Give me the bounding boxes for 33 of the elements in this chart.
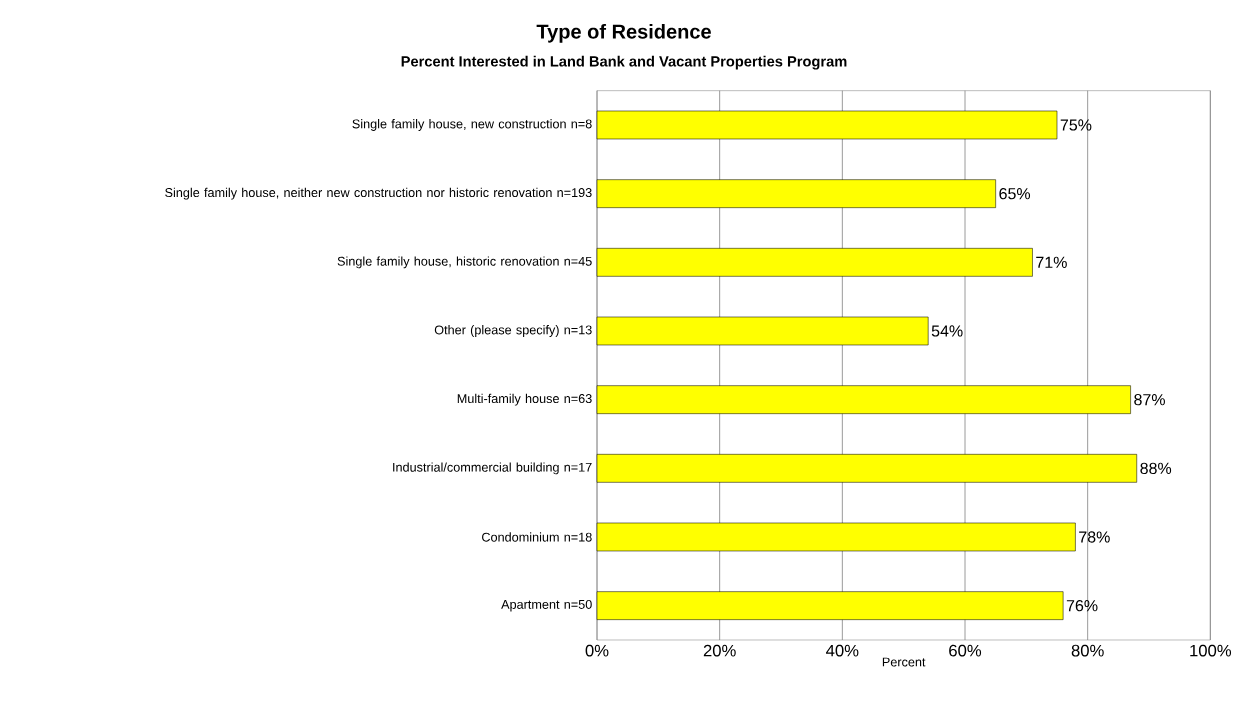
bar — [596, 179, 996, 208]
chart-subtitle: Percent Interested in Land Bank and Vacant Properties Program — [401, 55, 847, 70]
x-tick-label: 40% — [826, 644, 859, 657]
y-tick-label: Apartment n=50 — [501, 599, 592, 612]
x-tick-label: 100% — [1190, 644, 1232, 657]
y-tick-label: Multi-family house n=63 — [457, 393, 592, 406]
bar — [596, 385, 1131, 414]
chart-title: Type of Residence — [536, 24, 711, 43]
y-tick-label: Other (please specify) n=13 — [434, 325, 592, 337]
bar — [596, 316, 929, 346]
x-axis-title: Percent — [882, 657, 926, 667]
bar — [596, 454, 1138, 483]
bar — [596, 522, 1076, 552]
data-label: 78% — [1079, 531, 1110, 543]
x-tick-label: 20% — [703, 644, 736, 657]
data-label: 54% — [931, 325, 963, 337]
y-tick-label: Single family house, historic renovation n=45 — [337, 256, 592, 269]
bar — [596, 591, 1064, 620]
bar — [596, 248, 1033, 277]
data-label: 88% — [1140, 462, 1172, 474]
data-label: 71% — [1036, 256, 1067, 268]
x-tick-label: 0% — [585, 644, 609, 657]
x-tick-label: 80% — [1071, 644, 1104, 657]
y-tick-label: Industrial/commercial building n=17 — [393, 462, 592, 475]
data-label: 75% — [1060, 119, 1092, 131]
data-label: 87% — [1134, 394, 1165, 406]
x-tick-label: 60% — [949, 644, 982, 657]
y-tick-label: Single family house, new construction n=8 — [352, 119, 592, 131]
y-tick-label: Condominium n=18 — [482, 532, 592, 542]
y-tick-label: Single family house, neither new construction nor historic renovation n=193 — [165, 187, 592, 200]
bar — [596, 110, 1058, 140]
data-label: 76% — [1066, 600, 1098, 612]
data-label: 65% — [999, 188, 1031, 200]
